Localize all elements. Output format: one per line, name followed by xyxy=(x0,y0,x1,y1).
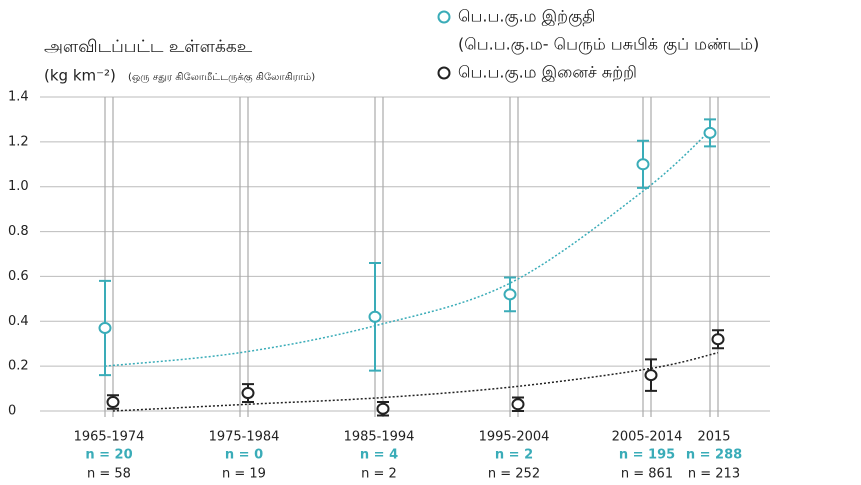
count-label: n = 2 xyxy=(495,448,533,463)
x-tick-label: 1975-1984 xyxy=(209,430,280,445)
data-point xyxy=(636,158,650,171)
count-label: n = 252 xyxy=(488,467,540,482)
y-axis-unit-note: (ஒரு சதுர கிலோமீட்டருக்கு கிலோகிராம்) xyxy=(128,72,315,84)
legend-label: பெ.ப.கு.ம இற்குதி xyxy=(458,7,595,27)
data-point xyxy=(503,288,517,301)
legend-label: பெ.ப.கு.ம இனைச் சுற்றி xyxy=(458,63,637,83)
y-tick-label: 1.4 xyxy=(8,90,29,105)
x-tick-label: 1995-2004 xyxy=(479,430,550,445)
y-tick-label: 0.4 xyxy=(8,314,29,329)
legend-symbol xyxy=(437,10,451,24)
x-tick-label: 1985-1994 xyxy=(344,430,415,445)
count-label: n = 20 xyxy=(85,448,132,463)
data-point xyxy=(241,387,255,400)
count-label: n = 4 xyxy=(360,448,398,463)
y-axis-label: அளவிடப்பட்ட உள்ளக்கஉ xyxy=(44,37,253,57)
count-label: n = 213 xyxy=(688,467,740,482)
count-label: n = 861 xyxy=(621,467,673,482)
trend-line xyxy=(104,130,711,367)
count-label: n = 195 xyxy=(619,448,675,463)
y-tick-label: 1.2 xyxy=(8,134,29,149)
data-point xyxy=(98,322,112,335)
y-tick-label: 0 xyxy=(8,404,16,419)
data-point xyxy=(106,396,120,409)
y-tick-label: 1.0 xyxy=(8,179,29,194)
data-point xyxy=(711,333,725,346)
y-tick-label: 0.6 xyxy=(8,269,29,284)
count-label: n = 0 xyxy=(225,448,263,463)
legend-note: (பெ.ப.கு.ம- பெரும் பசுபிக் குப் மண்டம்) xyxy=(458,35,759,55)
x-tick-label: 2005-2014 xyxy=(612,430,683,445)
data-point xyxy=(644,369,658,382)
data-point xyxy=(376,402,390,415)
data-point xyxy=(368,310,382,323)
count-label: n = 58 xyxy=(87,467,131,482)
count-label: n = 2 xyxy=(361,467,397,482)
x-tick-label: 2015 xyxy=(697,430,730,445)
y-tick-label: 0.2 xyxy=(8,359,29,374)
data-point xyxy=(703,126,717,139)
x-tick-label: 1965-1974 xyxy=(74,430,145,445)
count-label: n = 288 xyxy=(686,448,742,463)
count-label: n = 19 xyxy=(222,467,266,482)
y-tick-label: 0.8 xyxy=(8,224,29,239)
y-axis-unit: (kg km⁻²) xyxy=(44,67,116,85)
data-point xyxy=(511,398,525,411)
trend-line xyxy=(112,351,719,412)
legend-symbol xyxy=(437,66,451,80)
